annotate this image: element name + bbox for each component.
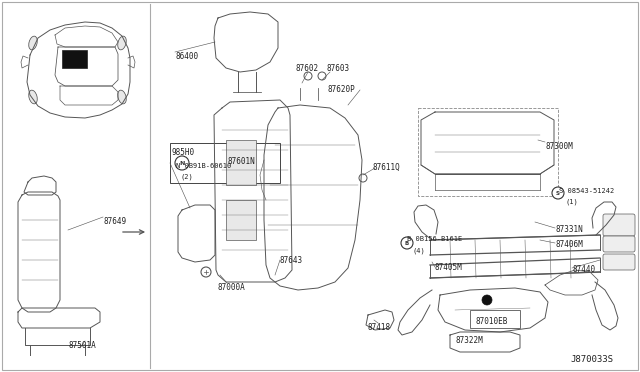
Text: (4): (4) (413, 247, 426, 253)
Bar (470, 310, 520, 328)
Bar (226, 200, 256, 240)
Text: 87405M: 87405M (435, 263, 463, 272)
Bar (226, 140, 256, 185)
Ellipse shape (29, 36, 37, 50)
Text: 985H0: 985H0 (171, 148, 194, 157)
Ellipse shape (29, 90, 37, 104)
Ellipse shape (118, 36, 126, 50)
Text: 87603: 87603 (327, 64, 350, 73)
Circle shape (318, 72, 326, 80)
Circle shape (552, 187, 564, 199)
Circle shape (401, 237, 413, 249)
Text: S: S (556, 190, 560, 196)
Ellipse shape (118, 90, 126, 104)
Text: 87322M: 87322M (456, 336, 484, 345)
Text: 87649: 87649 (103, 217, 126, 226)
Circle shape (201, 267, 211, 277)
Text: 86400: 86400 (175, 52, 198, 61)
Text: J870033S: J870033S (570, 355, 613, 364)
Text: 87620P: 87620P (328, 85, 356, 94)
Circle shape (175, 156, 189, 170)
Text: 87643: 87643 (280, 256, 303, 265)
Text: B: B (405, 241, 409, 246)
Bar (170, 143, 280, 183)
FancyBboxPatch shape (603, 214, 635, 236)
FancyBboxPatch shape (603, 254, 635, 270)
Text: N: N (179, 160, 185, 166)
Text: 87601N: 87601N (228, 157, 256, 166)
Text: N 0B91B-60610: N 0B91B-60610 (176, 163, 231, 169)
Text: (1): (1) (566, 198, 579, 205)
Text: 87602: 87602 (296, 64, 319, 73)
Text: B 0B156-B161E: B 0B156-B161E (407, 236, 462, 242)
Circle shape (359, 174, 367, 182)
Text: 87300M: 87300M (546, 142, 573, 151)
Circle shape (304, 72, 312, 80)
Circle shape (482, 295, 492, 305)
Bar (418, 108, 558, 196)
Text: (2): (2) (181, 173, 194, 180)
Text: 87440: 87440 (573, 265, 596, 274)
Text: 87501A: 87501A (68, 341, 96, 350)
Text: 87406M: 87406M (556, 240, 584, 249)
Text: 87611Q: 87611Q (373, 163, 401, 172)
Text: 87010EB: 87010EB (476, 317, 508, 326)
Text: S 08543-51242: S 08543-51242 (559, 188, 614, 194)
Text: 87331N: 87331N (556, 225, 584, 234)
Text: 87418: 87418 (368, 323, 391, 332)
Bar (62, 50, 87, 68)
FancyBboxPatch shape (603, 236, 635, 252)
Text: 87000A: 87000A (218, 283, 246, 292)
